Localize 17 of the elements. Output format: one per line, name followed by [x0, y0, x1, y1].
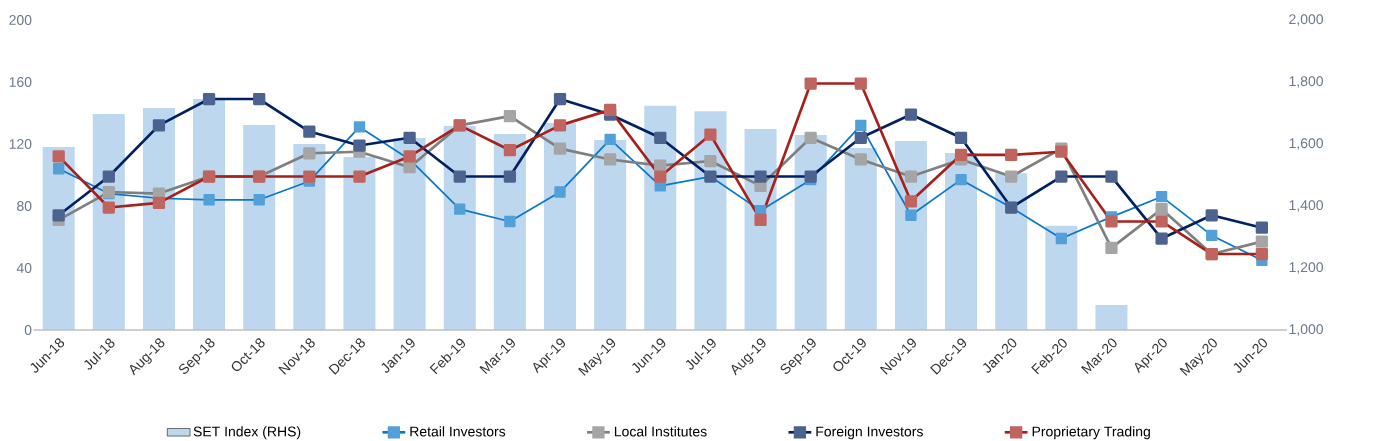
y-tick-label: 120: [9, 139, 32, 149]
y2-tick-label: 1,200: [1289, 262, 1324, 274]
legend-label: Proprietary Trading: [1032, 426, 1150, 440]
y2-tick-label: 1,600: [1289, 138, 1324, 150]
legend-label: Foreign Investors: [816, 426, 923, 440]
y-tick-label: 80: [17, 201, 32, 211]
y-tick-label: 200: [9, 15, 32, 25]
y-tick-label: 40: [16, 263, 32, 273]
y2-tick-label: 1,800: [1289, 76, 1324, 88]
y2-tick-label: 2,000: [1289, 14, 1324, 26]
legend-label: Local Institutes: [614, 426, 707, 437]
y-tick-label: 160: [9, 77, 32, 87]
legend-label: Retail Investors: [410, 426, 506, 437]
legend-label: SET Index (RHS): [193, 426, 301, 440]
y2-tick-label: 1,400: [1289, 200, 1324, 212]
y-tick-label: 0: [24, 325, 32, 335]
y2-tick-label: 1,000: [1289, 324, 1324, 336]
